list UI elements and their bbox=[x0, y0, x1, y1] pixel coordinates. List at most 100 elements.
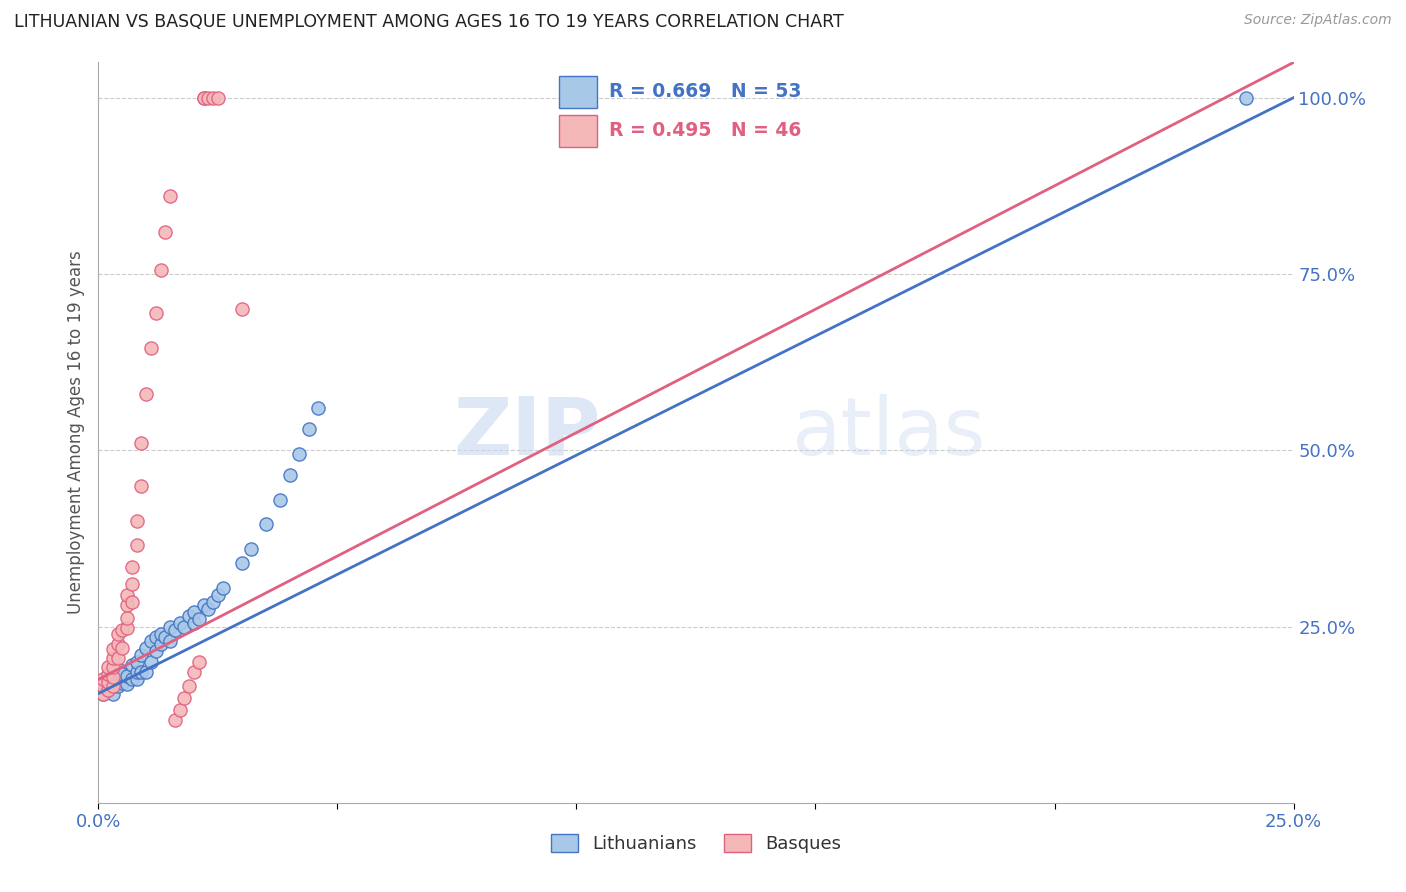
Point bbox=[115, 611, 138, 625]
Point bbox=[139, 655, 162, 669]
Point bbox=[97, 660, 120, 674]
Point bbox=[121, 559, 143, 574]
Point bbox=[107, 637, 129, 651]
Y-axis label: Unemployment Among Ages 16 to 19 years: Unemployment Among Ages 16 to 19 years bbox=[66, 251, 84, 615]
Legend: Lithuanians, Basques: Lithuanians, Basques bbox=[544, 827, 848, 861]
Point bbox=[193, 91, 215, 105]
Point bbox=[211, 581, 233, 595]
Point bbox=[173, 619, 195, 633]
Point bbox=[159, 633, 181, 648]
Point bbox=[131, 436, 153, 450]
Point bbox=[115, 621, 138, 635]
Point bbox=[187, 655, 209, 669]
Point bbox=[139, 341, 162, 355]
Point bbox=[193, 599, 215, 613]
Point bbox=[231, 302, 253, 317]
Point bbox=[149, 263, 172, 277]
Point bbox=[179, 609, 201, 624]
Point bbox=[288, 447, 311, 461]
Point bbox=[202, 595, 225, 609]
Point bbox=[135, 665, 157, 680]
Point bbox=[240, 541, 263, 556]
Point bbox=[254, 517, 277, 532]
Point bbox=[97, 683, 120, 698]
Point bbox=[125, 665, 148, 680]
Text: ZIP: ZIP bbox=[453, 393, 600, 472]
Point bbox=[159, 189, 181, 203]
Point bbox=[163, 623, 186, 637]
Point bbox=[107, 680, 129, 694]
Point bbox=[121, 577, 143, 591]
Point bbox=[91, 686, 114, 700]
Text: LITHUANIAN VS BASQUE UNEMPLOYMENT AMONG AGES 16 TO 19 YEARS CORRELATION CHART: LITHUANIAN VS BASQUE UNEMPLOYMENT AMONG … bbox=[14, 13, 844, 31]
Point bbox=[101, 670, 124, 684]
Point bbox=[101, 686, 124, 700]
Point bbox=[131, 648, 153, 662]
Point bbox=[101, 651, 124, 665]
Point bbox=[202, 91, 225, 105]
Text: Source: ZipAtlas.com: Source: ZipAtlas.com bbox=[1244, 13, 1392, 28]
Point bbox=[121, 658, 143, 673]
Point bbox=[231, 556, 253, 570]
Point bbox=[149, 626, 172, 640]
Point bbox=[1234, 91, 1257, 105]
Point bbox=[187, 612, 209, 626]
Point bbox=[131, 478, 153, 492]
Point bbox=[135, 640, 157, 655]
Point bbox=[91, 673, 114, 687]
Point bbox=[121, 673, 143, 687]
Point bbox=[145, 306, 167, 320]
Point bbox=[207, 91, 229, 105]
Point bbox=[111, 667, 134, 681]
Point bbox=[193, 91, 215, 105]
Point bbox=[145, 644, 167, 658]
Point bbox=[183, 606, 205, 620]
Point bbox=[91, 680, 114, 694]
Text: atlas: atlas bbox=[792, 393, 986, 472]
Point bbox=[107, 626, 129, 640]
Point bbox=[125, 673, 148, 687]
Point bbox=[125, 514, 148, 528]
Point bbox=[107, 662, 129, 676]
Point bbox=[91, 686, 114, 700]
Point bbox=[115, 599, 138, 613]
Point bbox=[197, 91, 219, 105]
Point bbox=[207, 588, 229, 602]
Point bbox=[145, 630, 167, 644]
Point bbox=[169, 615, 191, 630]
Point bbox=[97, 673, 120, 687]
Point bbox=[197, 602, 219, 616]
Point bbox=[179, 680, 201, 694]
Point bbox=[101, 680, 124, 694]
Point bbox=[101, 669, 124, 683]
Point bbox=[183, 615, 205, 630]
Point bbox=[97, 683, 120, 698]
Point bbox=[269, 492, 291, 507]
Point bbox=[278, 467, 301, 482]
Point bbox=[298, 422, 321, 436]
Point bbox=[107, 651, 129, 665]
Point bbox=[135, 387, 157, 401]
Point bbox=[91, 676, 114, 690]
Point bbox=[115, 588, 138, 602]
Point bbox=[155, 630, 177, 644]
Point bbox=[97, 674, 120, 689]
Point bbox=[183, 665, 205, 680]
Point bbox=[101, 660, 124, 674]
Point bbox=[159, 619, 181, 633]
Point bbox=[115, 669, 138, 683]
Point bbox=[107, 670, 129, 684]
Point bbox=[125, 538, 148, 552]
Point bbox=[307, 401, 329, 415]
Point bbox=[173, 691, 195, 706]
Point bbox=[125, 655, 148, 669]
Point bbox=[111, 640, 134, 655]
Point bbox=[155, 225, 177, 239]
Point bbox=[131, 665, 153, 680]
Point bbox=[149, 637, 172, 651]
Point bbox=[111, 623, 134, 637]
Point bbox=[111, 676, 134, 690]
Point bbox=[169, 703, 191, 717]
Point bbox=[163, 713, 186, 727]
Point bbox=[101, 680, 124, 694]
